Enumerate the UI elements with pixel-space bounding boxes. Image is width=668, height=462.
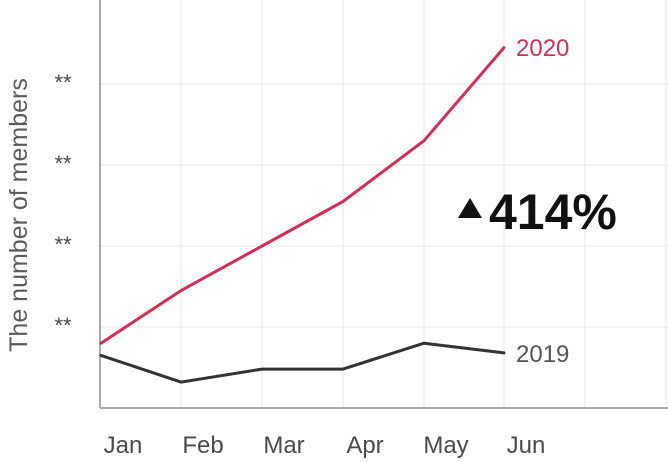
series-label-2019: 2019: [516, 341, 569, 368]
growth-percentage: 414%: [489, 184, 617, 240]
grid-layer: [100, 0, 668, 408]
x-tick-label: Jan: [104, 432, 143, 459]
x-tick-label: Mar: [263, 432, 304, 459]
y-tick-label: **: [54, 313, 72, 338]
up-triangle-icon: [458, 198, 482, 218]
series-line-2019: [99, 341, 506, 384]
y-tick-layer: ** ** ** **: [54, 70, 72, 338]
series-layer: 2020 2019: [99, 35, 569, 384]
x-tick-layer: Jan Feb Mar Apr May Jun: [104, 432, 546, 459]
axis-layer: [99, 0, 668, 409]
x-tick-label: Jun: [507, 432, 546, 459]
growth-annotation: 414%: [458, 184, 617, 240]
y-tick-label: **: [54, 70, 72, 95]
x-tick-label: Feb: [182, 432, 223, 459]
y-axis-label: The number of members: [5, 78, 33, 352]
x-tick-label: May: [423, 432, 468, 459]
y-tick-label: **: [54, 151, 72, 176]
series-line-2020: [99, 46, 506, 345]
series-label-2020: 2020: [516, 35, 569, 62]
y-tick-label: **: [54, 232, 72, 257]
x-tick-label: Apr: [346, 432, 383, 459]
